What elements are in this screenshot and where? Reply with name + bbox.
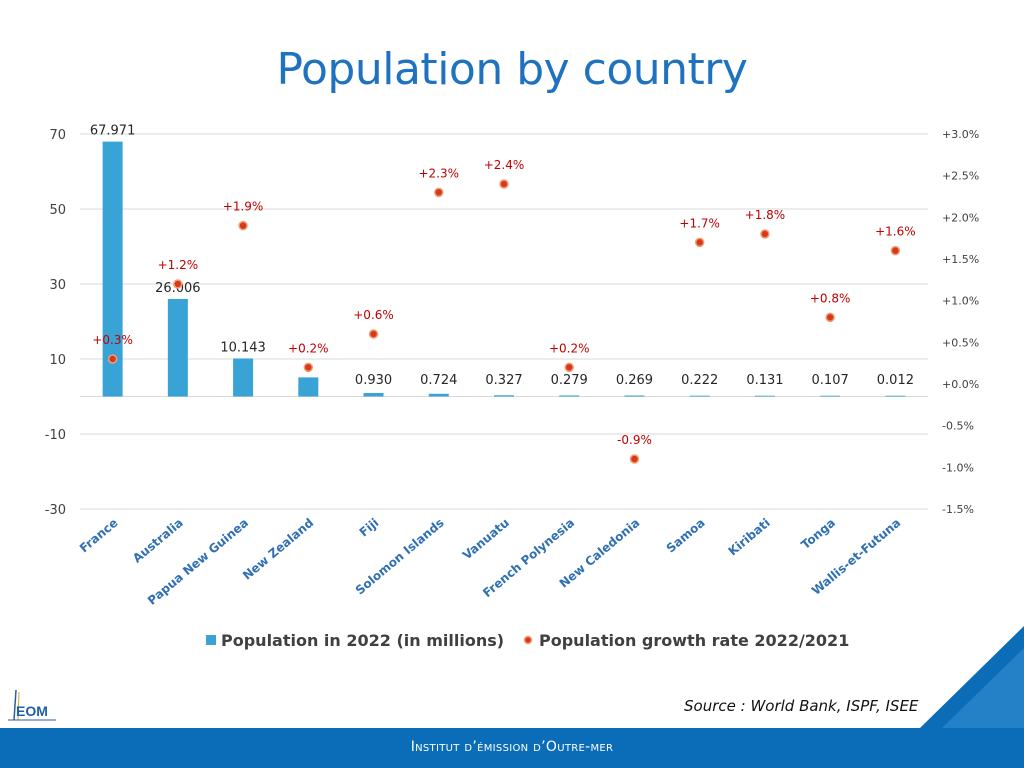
left-tick-label: 10 (49, 353, 66, 368)
bar-value-label: 0.930 (355, 373, 392, 388)
growth-dot-2 (238, 220, 248, 231)
institute-name: Institut d’émission d’Outre-mer (410, 739, 614, 755)
source-note: Source : World Bank, ISPF, ISEE (684, 697, 919, 715)
bar-value-label: 0.269 (616, 373, 653, 388)
right-tick-label: +0.0% (942, 378, 979, 391)
bar-value-label: 0.012 (877, 373, 914, 388)
bar-value-label: 0.222 (681, 373, 718, 388)
growth-dot-6 (499, 179, 509, 189)
bar-12 (885, 395, 906, 397)
bar-value-label: 0.107 (812, 373, 849, 388)
bar-value-label: 67.971 (90, 124, 136, 139)
page-title: Population by country (276, 44, 748, 95)
legend-dot-label: Population growth rate 2022/2021 (539, 631, 849, 650)
legend: Population in 2022 (in millions) Populati… (206, 631, 849, 650)
bar-4 (363, 393, 384, 397)
left-tick-label: 70 (49, 128, 66, 143)
category-label: Tonga (798, 516, 838, 552)
growth-value-label: +0.3% (92, 333, 133, 347)
growth-value-label: +2.3% (418, 166, 459, 180)
category-label: Fiji (357, 516, 382, 540)
category-label: Australia (130, 516, 186, 566)
growth-value-label: +1.7% (679, 216, 720, 230)
growth-value-label: +0.2% (549, 341, 590, 355)
bar-value-label: 10.143 (220, 340, 266, 355)
growth-dot-7 (564, 362, 574, 373)
category-label: Vanuatu (460, 516, 512, 563)
right-tick-label: -1.0% (942, 461, 974, 474)
population-bars (102, 141, 906, 397)
ieom-logo (8, 689, 56, 721)
growth-value-label: +0.6% (353, 308, 394, 322)
right-axis-ticks: +3.0% +2.5% +2.0% +1.5% +1.0% +0.5% +0.0% -0.5%… (942, 128, 979, 516)
growth-value-label: -0.9% (617, 433, 652, 447)
growth-dot-4 (368, 329, 379, 339)
legend-bar-swatch (206, 635, 216, 645)
growth-value-label: +0.8% (810, 291, 851, 305)
growth-dot-3 (303, 362, 314, 373)
bar-0 (102, 141, 123, 397)
bar-6 (494, 395, 514, 397)
left-tick-label: 30 (49, 278, 66, 293)
growth-value-label: +1.8% (745, 208, 786, 222)
bar-value-label: 0.724 (420, 373, 457, 388)
growth-dot-0 (107, 354, 118, 364)
legend-bar-label: Population in 2022 (in millions) (221, 631, 504, 650)
growth-value-label: +1.6% (875, 225, 916, 239)
bar-11 (820, 395, 841, 397)
right-tick-label: +0.5% (942, 336, 979, 349)
growth-dot-1 (173, 279, 183, 289)
right-tick-label: +1.0% (942, 295, 979, 308)
left-tick-label: -10 (45, 428, 66, 443)
category-label: Samoa (664, 516, 708, 556)
growth-labels: +0.3% +1.2% +1.9% +0.2% +0.6% +2.3% +2.4% +0.2%… (92, 158, 915, 447)
right-tick-label: +2.0% (942, 211, 979, 224)
growth-dot-12 (890, 245, 901, 256)
bar-value-label: 0.131 (746, 373, 783, 388)
growth-dot-11 (825, 312, 835, 323)
growth-dot-9 (694, 237, 705, 248)
bar-3 (298, 377, 319, 397)
bar-9 (689, 395, 710, 397)
growth-value-label: +1.9% (223, 200, 264, 214)
logo-text: EOM (16, 703, 48, 719)
left-tick-label: 50 (49, 203, 66, 218)
bar-value-label: 0.327 (485, 373, 522, 388)
gridlines (80, 133, 928, 510)
bar-7 (559, 395, 580, 397)
growth-value-label: +2.4% (484, 158, 525, 172)
growth-dot-5 (434, 187, 444, 198)
right-tick-label: +3.0% (942, 128, 979, 141)
right-tick-label: -1.5% (942, 503, 974, 516)
growth-dot-8 (629, 454, 640, 464)
combo-chart: 70 50 30 10 -10 -30 +3.0% +2.5% +2.0% +1.5% +1.0%… (45, 124, 979, 650)
footer-bar (0, 728, 1024, 768)
corner-decoration (920, 626, 1024, 728)
left-tick-label: -30 (45, 503, 66, 518)
legend-dot-swatch (523, 635, 533, 645)
bar-value-label: 0.279 (551, 373, 588, 388)
population-labels: 67.97126.00610.1430.9300.7240.3270.2790.… (90, 124, 914, 388)
growth-dots (107, 179, 901, 464)
right-tick-label: +1.5% (942, 253, 979, 266)
right-tick-label: +2.5% (942, 170, 979, 183)
bar-2 (233, 358, 254, 397)
bar-8 (624, 395, 645, 397)
growth-value-label: +1.2% (158, 258, 199, 272)
left-axis-ticks: 70 50 30 10 -10 -30 (45, 128, 66, 518)
bar-10 (754, 395, 775, 397)
growth-value-label: +0.2% (288, 341, 329, 355)
right-tick-label: -0.5% (942, 420, 974, 433)
growth-dot-10 (760, 229, 770, 239)
category-label: France (77, 516, 121, 556)
bar-5 (428, 393, 449, 397)
bar-1 (167, 298, 188, 397)
category-label: Kiribati (726, 516, 773, 559)
category-label: New Zealand (240, 516, 316, 583)
